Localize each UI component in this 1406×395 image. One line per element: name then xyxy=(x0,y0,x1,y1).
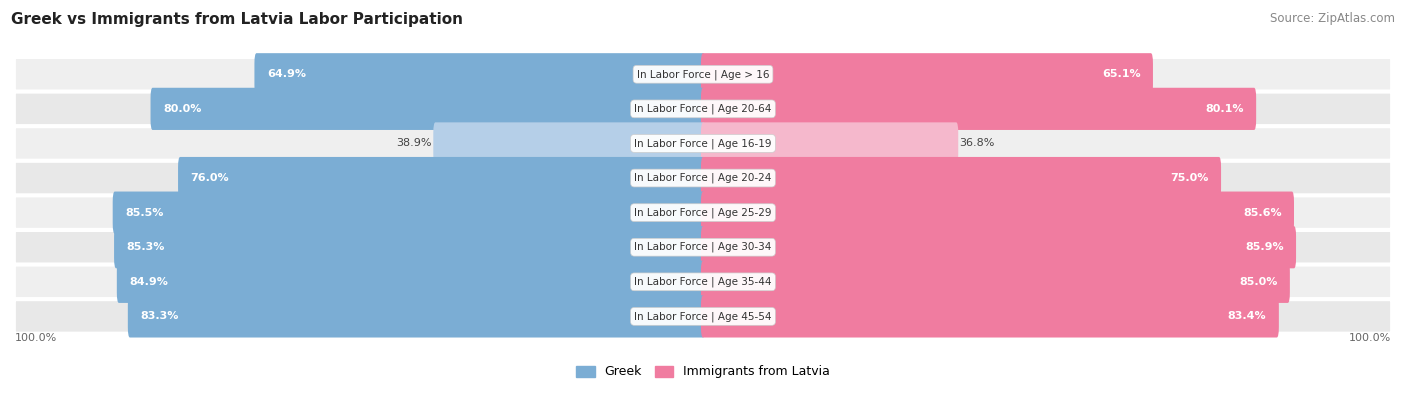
Text: 100.0%: 100.0% xyxy=(1348,333,1391,343)
FancyBboxPatch shape xyxy=(15,300,1391,333)
Text: In Labor Force | Age 16-19: In Labor Force | Age 16-19 xyxy=(634,138,772,149)
Text: In Labor Force | Age 25-29: In Labor Force | Age 25-29 xyxy=(634,207,772,218)
FancyBboxPatch shape xyxy=(128,295,704,337)
Text: 64.9%: 64.9% xyxy=(267,69,307,79)
Text: 38.9%: 38.9% xyxy=(396,139,432,149)
Text: 65.1%: 65.1% xyxy=(1102,69,1140,79)
Text: In Labor Force | Age 20-24: In Labor Force | Age 20-24 xyxy=(634,173,772,183)
Text: 80.0%: 80.0% xyxy=(163,104,201,114)
Text: Greek vs Immigrants from Latvia Labor Participation: Greek vs Immigrants from Latvia Labor Pa… xyxy=(11,12,463,27)
Text: 85.9%: 85.9% xyxy=(1246,242,1284,252)
Text: In Labor Force | Age 45-54: In Labor Force | Age 45-54 xyxy=(634,311,772,322)
FancyBboxPatch shape xyxy=(702,226,1296,268)
Text: 76.0%: 76.0% xyxy=(190,173,229,183)
FancyBboxPatch shape xyxy=(15,231,1391,263)
FancyBboxPatch shape xyxy=(179,157,704,199)
FancyBboxPatch shape xyxy=(15,196,1391,229)
FancyBboxPatch shape xyxy=(15,265,1391,298)
Text: 36.8%: 36.8% xyxy=(960,139,995,149)
FancyBboxPatch shape xyxy=(114,226,704,268)
Text: 80.1%: 80.1% xyxy=(1205,104,1244,114)
Text: In Labor Force | Age > 16: In Labor Force | Age > 16 xyxy=(637,69,769,79)
Text: In Labor Force | Age 35-44: In Labor Force | Age 35-44 xyxy=(634,276,772,287)
Text: In Labor Force | Age 30-34: In Labor Force | Age 30-34 xyxy=(634,242,772,252)
Legend: Greek, Immigrants from Latvia: Greek, Immigrants from Latvia xyxy=(576,365,830,378)
Text: 83.4%: 83.4% xyxy=(1227,311,1267,322)
FancyBboxPatch shape xyxy=(702,122,959,165)
FancyBboxPatch shape xyxy=(433,122,704,165)
Text: 85.5%: 85.5% xyxy=(125,208,163,218)
Text: 83.3%: 83.3% xyxy=(141,311,179,322)
FancyBboxPatch shape xyxy=(702,192,1294,234)
FancyBboxPatch shape xyxy=(112,192,704,234)
Text: 100.0%: 100.0% xyxy=(15,333,58,343)
Text: 85.0%: 85.0% xyxy=(1239,277,1278,287)
FancyBboxPatch shape xyxy=(702,295,1279,337)
FancyBboxPatch shape xyxy=(702,261,1289,303)
Text: 75.0%: 75.0% xyxy=(1170,173,1209,183)
Text: Source: ZipAtlas.com: Source: ZipAtlas.com xyxy=(1270,12,1395,25)
FancyBboxPatch shape xyxy=(117,261,704,303)
Text: In Labor Force | Age 20-64: In Labor Force | Age 20-64 xyxy=(634,103,772,114)
FancyBboxPatch shape xyxy=(702,88,1256,130)
FancyBboxPatch shape xyxy=(254,53,704,95)
FancyBboxPatch shape xyxy=(702,53,1153,95)
FancyBboxPatch shape xyxy=(15,127,1391,160)
FancyBboxPatch shape xyxy=(702,157,1220,199)
Text: 85.6%: 85.6% xyxy=(1243,208,1282,218)
FancyBboxPatch shape xyxy=(15,92,1391,125)
Text: 85.3%: 85.3% xyxy=(127,242,165,252)
FancyBboxPatch shape xyxy=(15,58,1391,90)
Text: 84.9%: 84.9% xyxy=(129,277,169,287)
FancyBboxPatch shape xyxy=(15,162,1391,194)
FancyBboxPatch shape xyxy=(150,88,704,130)
